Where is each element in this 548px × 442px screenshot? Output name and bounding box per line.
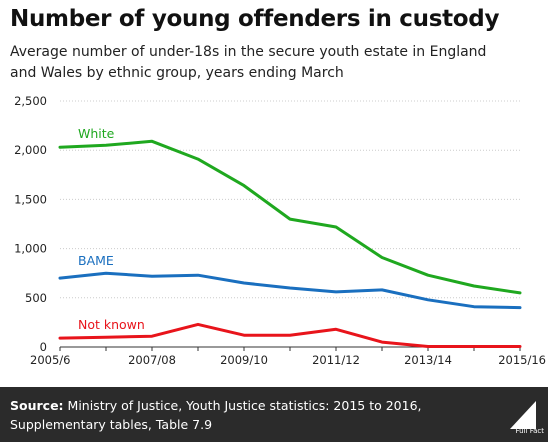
chart-title: Number of young offenders in custody: [10, 6, 500, 32]
source-text: Ministry of Justice, Youth Justice stati…: [10, 398, 422, 432]
source-label: Source:: [10, 398, 64, 413]
y-tick-label: 0: [40, 340, 47, 354]
series-label-bame: BAME: [78, 253, 114, 268]
y-tick-label: 1,000: [14, 242, 47, 256]
x-tick-label: 2013/14: [404, 353, 452, 367]
source-footer: Source: Ministry of Justice, Youth Justi…: [0, 387, 548, 442]
x-tick-label: 2007/08: [128, 353, 176, 367]
chart-subtitle: Average number of under-18s in the secur…: [10, 44, 487, 81]
series-label-white: White: [78, 126, 115, 141]
x-tick-label: 2009/10: [220, 353, 268, 367]
series-label-not-known: Not known: [78, 317, 145, 332]
y-tick-label: 2,000: [14, 143, 47, 157]
series-line-not-known: [58, 322, 522, 348]
series-line-bame: [58, 271, 522, 310]
y-tick-label: 500: [25, 291, 47, 305]
source-note: Source: Ministry of Justice, Youth Justi…: [10, 396, 480, 434]
y-tick-label: 1,500: [14, 192, 47, 206]
x-tick-label: 2005/6: [30, 353, 70, 367]
x-tick-label: 2011/12: [312, 353, 360, 367]
full-fact-logo-icon: [510, 401, 536, 429]
x-tick-label: 2015/16: [498, 353, 546, 367]
series-line-white: [58, 139, 522, 295]
y-tick-label: 2,500: [14, 94, 47, 108]
line-chart: 0 500 1,000 1,500 2,000 2,500 2005/6 2007/08 200…: [14, 94, 546, 367]
logo-text: Full Fact: [515, 427, 544, 435]
